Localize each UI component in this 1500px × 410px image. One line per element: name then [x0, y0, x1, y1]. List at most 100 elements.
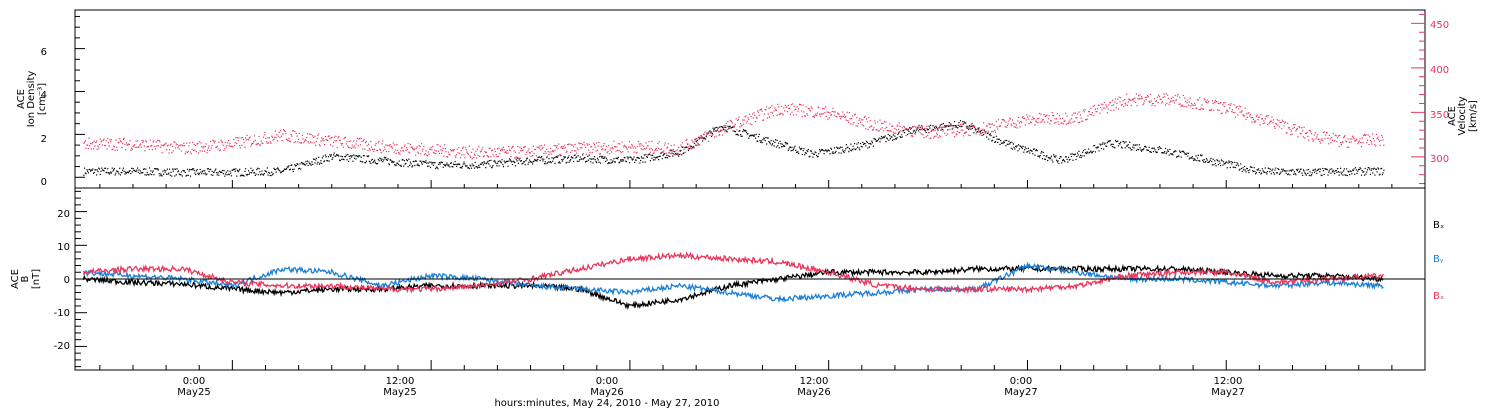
data-point — [1018, 144, 1020, 146]
data-point — [1006, 124, 1008, 127]
data-point — [693, 147, 695, 149]
data-point — [790, 104, 792, 106]
data-point — [198, 174, 200, 176]
data-point — [523, 161, 525, 163]
data-point — [806, 113, 808, 115]
data-point — [585, 160, 587, 162]
data-point — [530, 161, 532, 163]
data-point — [401, 147, 403, 149]
data-point — [230, 172, 232, 174]
data-point — [1278, 120, 1280, 122]
data-point — [232, 169, 234, 171]
data-point — [479, 151, 481, 153]
data-point — [394, 164, 396, 166]
data-point — [104, 145, 107, 147]
data-point — [292, 170, 294, 173]
data-point — [593, 156, 596, 158]
data-point — [113, 169, 115, 171]
data-point — [1228, 103, 1230, 105]
data-point — [268, 142, 270, 144]
data-point — [861, 124, 863, 126]
data-point — [612, 148, 614, 150]
data-point — [467, 153, 469, 155]
data-point — [1067, 123, 1069, 125]
data-point — [300, 161, 303, 164]
data-point — [1024, 117, 1026, 119]
data-point — [373, 160, 375, 162]
data-point — [420, 153, 422, 155]
legend-by: Bᵧ — [1433, 254, 1444, 265]
data-point — [476, 165, 478, 168]
data-point — [263, 134, 265, 136]
velocity-axis-label-line3: [km/s] — [1468, 100, 1479, 132]
data-point — [1233, 104, 1235, 106]
data-point — [1196, 107, 1198, 109]
data-point — [874, 139, 877, 141]
data-point — [1039, 121, 1041, 123]
data-point — [434, 161, 436, 164]
data-point — [1254, 170, 1256, 173]
data-point — [1239, 168, 1241, 170]
data-point — [88, 137, 90, 139]
data-point — [326, 160, 328, 162]
data-point — [862, 119, 864, 121]
data-point — [1028, 123, 1030, 125]
data-point — [459, 167, 461, 169]
data-point — [677, 154, 679, 156]
data-point — [253, 172, 255, 174]
data-point — [206, 152, 208, 154]
data-point — [1103, 107, 1105, 109]
data-point — [1107, 140, 1109, 142]
data-point — [215, 146, 217, 149]
data-point — [492, 164, 494, 167]
data-point — [828, 150, 830, 152]
data-point — [962, 123, 965, 125]
data-point — [346, 141, 348, 143]
data-point — [1377, 136, 1379, 138]
x-tick-date: May27 — [1211, 387, 1244, 398]
data-point — [1082, 120, 1084, 122]
data-point — [1330, 172, 1332, 174]
data-point — [831, 110, 833, 113]
data-point — [1023, 117, 1025, 120]
data-point — [1152, 151, 1155, 153]
data-point — [501, 159, 503, 161]
data-point — [391, 145, 393, 147]
data-point — [1276, 119, 1278, 121]
data-point — [867, 147, 869, 149]
data-point — [1315, 138, 1317, 140]
data-point — [895, 138, 897, 140]
data-point — [1252, 118, 1254, 120]
data-point — [1130, 149, 1132, 151]
data-point — [359, 155, 361, 157]
data-point — [808, 107, 810, 110]
data-point — [636, 156, 638, 159]
data-point — [1087, 152, 1089, 154]
data-point — [493, 160, 495, 162]
data-point — [102, 169, 104, 171]
data-point — [133, 145, 135, 147]
data-point — [1015, 145, 1017, 147]
data-point — [216, 145, 218, 147]
data-point — [570, 159, 572, 161]
data-point — [222, 173, 224, 175]
data-point — [248, 170, 250, 172]
data-point — [866, 121, 868, 123]
data-point — [1208, 109, 1210, 111]
data-point — [216, 174, 218, 176]
velocity-axis-label: ACE Velocity [km/s] — [1447, 96, 1479, 135]
data-point — [324, 160, 326, 162]
data-point — [444, 165, 446, 167]
data-point — [388, 145, 391, 147]
data-point — [833, 111, 835, 113]
data-point — [386, 145, 388, 147]
data-point — [1333, 140, 1335, 142]
data-point — [152, 170, 154, 172]
data-point — [562, 145, 564, 148]
data-point — [841, 115, 843, 117]
velocity-tick-label: 300 — [1430, 154, 1449, 165]
data-point — [928, 125, 930, 127]
data-point — [1365, 173, 1367, 175]
data-point — [461, 165, 464, 167]
data-point — [810, 150, 812, 152]
